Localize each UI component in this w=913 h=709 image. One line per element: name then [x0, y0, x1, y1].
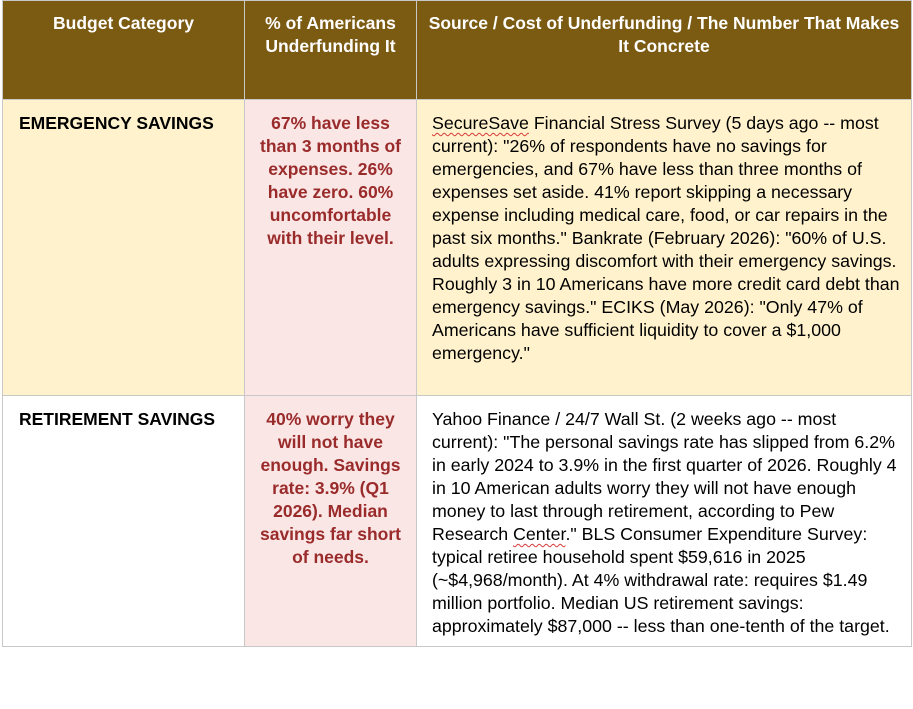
category-cell: EMERGENCY SAVINGS — [2, 99, 245, 396]
table-row: EMERGENCY SAVINGS 67% have less than 3 m… — [2, 99, 912, 396]
spellcheck-word: SecureSave — [432, 113, 529, 133]
budget-table: Budget Category % of Americans Underfund… — [2, 0, 912, 647]
category-cell: RETIREMENT SAVINGS — [2, 395, 245, 647]
spellcheck-word: Center — [513, 524, 566, 544]
source-cell: SecureSave Financial Stress Survey (5 da… — [416, 99, 912, 396]
header-percent-underfunding: % of Americans Underfunding It — [244, 0, 417, 100]
source-cell: Yahoo Finance / 24/7 Wall St. (2 weeks a… — [416, 395, 912, 647]
source-text: ." BLS Consumer Expenditure Survey: typi… — [432, 524, 890, 636]
table-header: Budget Category % of Americans Underfund… — [2, 0, 912, 100]
percent-cell: 40% worry they will not have enough. Sav… — [244, 395, 417, 647]
table-row: RETIREMENT SAVINGS 40% worry they will n… — [2, 395, 912, 647]
percent-cell: 67% have less than 3 months of expenses.… — [244, 99, 417, 396]
source-text: Financial Stress Survey (5 days ago -- m… — [432, 113, 900, 363]
source-text: Yahoo Finance / 24/7 Wall St. (2 weeks a… — [432, 409, 897, 544]
header-source-cost: Source / Cost of Underfunding / The Numb… — [416, 0, 912, 100]
header-budget-category: Budget Category — [2, 0, 245, 100]
header-row: Budget Category % of Americans Underfund… — [2, 0, 912, 100]
